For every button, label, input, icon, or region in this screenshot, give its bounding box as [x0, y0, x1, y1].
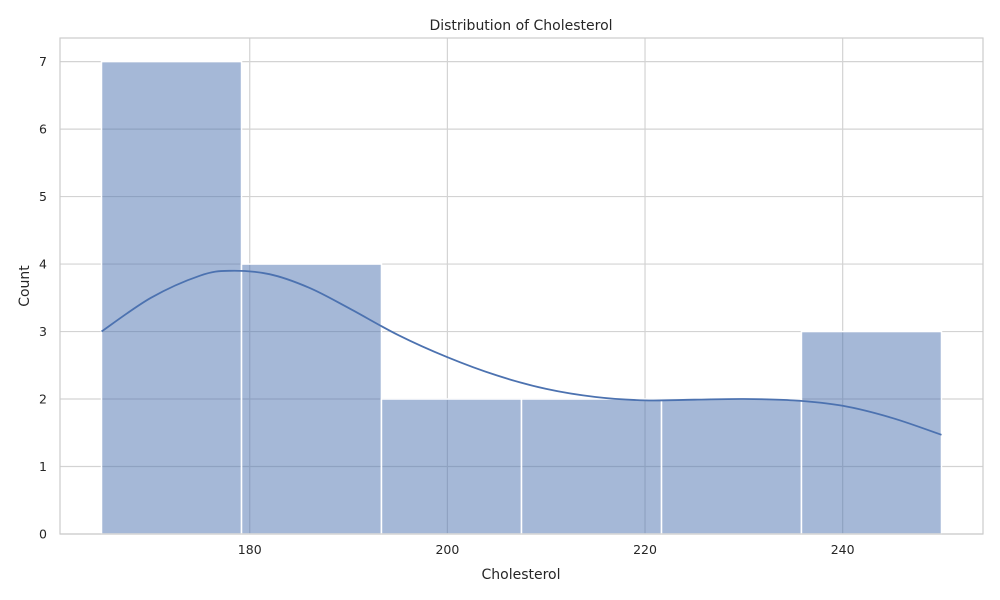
- y-tick-label-3: 3: [39, 324, 47, 339]
- kde-curve: [100, 269, 942, 436]
- y-axis-label: Count: [17, 265, 33, 307]
- y-tick-label-6: 6: [39, 122, 47, 137]
- kde-curve-group: [100, 269, 942, 436]
- y-tick-labels: 0 1 2 3 4 5 6 7: [39, 54, 47, 541]
- chart-title: Distribution of Cholesterol: [429, 18, 612, 34]
- x-tick-label-3: 240: [831, 542, 855, 557]
- y-tick-label-4: 4: [39, 257, 47, 272]
- y-tick-label-1: 1: [39, 459, 47, 474]
- y-tick-label-7: 7: [39, 54, 47, 69]
- y-tick-label-5: 5: [39, 189, 47, 204]
- x-tick-label-2: 220: [633, 542, 657, 557]
- histogram-bar-0: [100, 60, 243, 535]
- histogram-bar-5: [800, 330, 943, 535]
- histogram-bar-4: [660, 398, 803, 535]
- histogram-bar-2: [380, 398, 523, 535]
- histogram-bar-1: [240, 263, 383, 535]
- x-tick-label-0: 180: [238, 542, 262, 557]
- y-tick-label-2: 2: [39, 392, 47, 407]
- histogram-bar-3: [520, 398, 663, 535]
- x-axis-label: Cholesterol: [481, 567, 560, 583]
- plot-frame: [59, 37, 984, 535]
- x-tick-label-1: 200: [435, 542, 459, 557]
- y-tick-label-0: 0: [39, 527, 47, 542]
- x-tick-labels: 180 200 220 240: [238, 542, 855, 557]
- histogram-bars: [100, 60, 943, 535]
